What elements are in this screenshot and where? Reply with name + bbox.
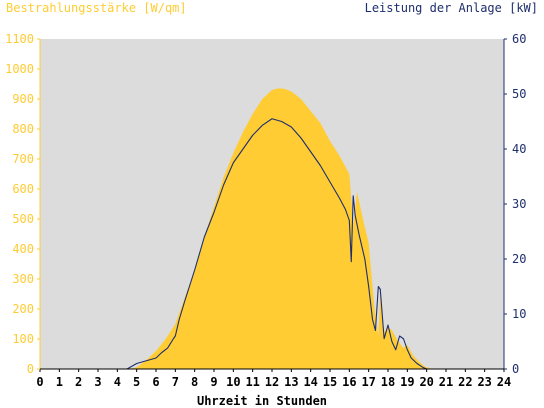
x-tick-label: 5 [133,375,140,389]
irradiance-area [40,88,504,369]
x-tick-label: 18 [381,375,395,389]
x-tick-label: 10 [226,375,240,389]
x-tick-label: 9 [210,375,217,389]
left-tick-label: 800 [12,122,34,136]
x-tick-label: 15 [323,375,337,389]
left-tick-label: 600 [12,182,34,196]
left-tick-label: 400 [12,242,34,256]
x-tick-label: 2 [75,375,82,389]
left-tick-label: 1000 [5,62,34,76]
left-axis-title: Bestrahlungsstärke [W/qm] [6,1,187,15]
right-tick-label: 30 [512,197,526,211]
left-tick-label: 200 [12,302,34,316]
x-tick-label: 17 [361,375,375,389]
x-tick-label: 1 [56,375,63,389]
right-tick-label: 10 [512,307,526,321]
x-tick-label: 12 [265,375,279,389]
right-tick-label: 50 [512,87,526,101]
x-axis-title: Uhrzeit in Stunden [197,394,327,408]
tick-labels: 0 1 2 3 4 5 6 7 8 9 10 11 12 13 14 15 16 17 18 19 20 21 22 23 24… [5,32,526,389]
x-tick-label: 21 [439,375,453,389]
x-tick-label: 16 [342,375,356,389]
x-tick-label: 4 [114,375,121,389]
left-tick-label: 300 [12,272,34,286]
left-tick-label: 0 [27,362,34,376]
power-series [40,118,504,370]
x-tick-label: 8 [191,375,198,389]
right-tick-label: 40 [512,142,526,156]
x-tick-label: 19 [400,375,414,389]
x-tick-label: 11 [245,375,259,389]
irradiance-series [40,88,504,369]
x-tick-label: 20 [419,375,433,389]
x-tick-label: 22 [458,375,472,389]
x-tick-label: 13 [284,375,298,389]
x-tick-label: 3 [94,375,101,389]
right-tick-label: 20 [512,252,526,266]
x-tick-label: 7 [172,375,179,389]
right-tick-label: 0 [512,362,519,376]
x-tick-label: 23 [477,375,491,389]
x-tick-label: 24 [497,375,511,389]
power-line [40,118,504,370]
left-tick-label: 700 [12,152,34,166]
left-tick-label: 900 [12,92,34,106]
left-tick-label: 100 [12,332,34,346]
right-tick-label: 60 [512,32,526,46]
x-tick-label: 0 [36,375,43,389]
left-tick-label: 1100 [5,32,34,46]
right-axis-title: Leistung der Anlage [kW] [365,1,538,15]
x-tick-label: 14 [303,375,317,389]
left-tick-label: 500 [12,212,34,226]
x-tick-label: 6 [152,375,159,389]
